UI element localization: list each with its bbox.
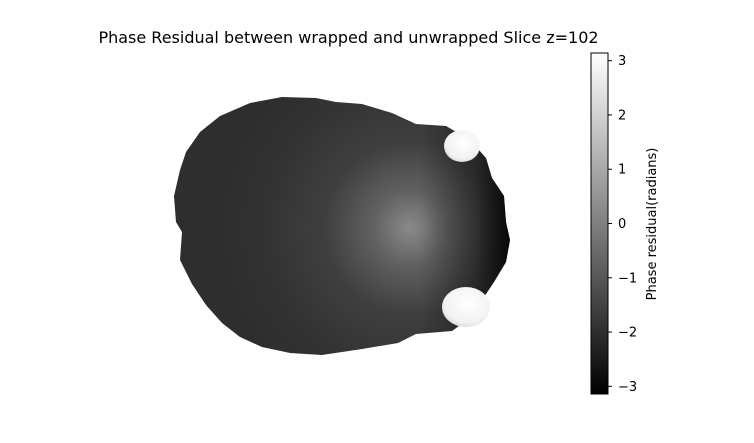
colorbar-tick-label: −1 [618, 271, 637, 286]
colorbar-gradient [591, 53, 608, 394]
colorbar-tick-label: 1 [618, 163, 626, 178]
lower-bright-lobe [442, 287, 490, 327]
colorbar-tick-label: 3 [618, 54, 626, 69]
colorbar-tick-label: −2 [618, 326, 637, 341]
upper-bright-lobe [444, 130, 480, 162]
colorbar-tick-label: −3 [618, 380, 637, 395]
colorbar-tick-label: 2 [618, 108, 626, 123]
colorbar-tick-label: 0 [618, 217, 626, 232]
colorbar: 3 2 1 0 −1 −2 −3 Phase residual(radians) [591, 53, 660, 395]
heatmap-image [174, 97, 510, 355]
colorbar-ticks: 3 2 1 0 −1 −2 −3 [608, 54, 637, 395]
colorbar-label: Phase residual(radians) [645, 148, 660, 301]
